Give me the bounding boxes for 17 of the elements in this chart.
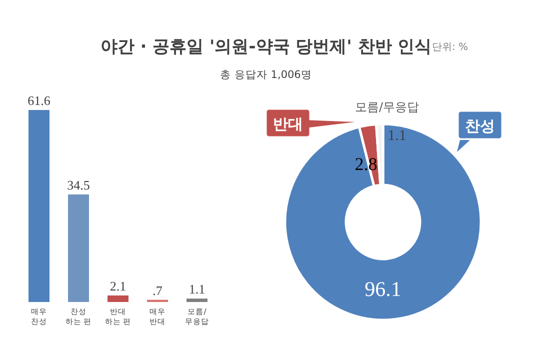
data-label: .7 <box>152 282 163 298</box>
text: 단위: % <box>432 42 468 53</box>
slice-label: 찬성 <box>465 117 495 135</box>
data-label: 1.1 <box>388 128 406 144</box>
bar <box>28 110 50 302</box>
legend-label: 반대 <box>273 115 303 133</box>
data-label: 34.5 <box>67 177 90 192</box>
data-label: 1.1 <box>188 282 206 297</box>
slice-label: 모름/무응답 <box>354 100 420 114</box>
data-label: 96.1 <box>364 277 402 301</box>
bar <box>186 298 208 302</box>
text: 총 응답자 1,006명 <box>220 69 312 81</box>
bar <box>108 295 128 302</box>
data-label: 61.6 <box>28 93 51 108</box>
bar <box>68 194 89 302</box>
text: 야간 · 공휴일 '의원-약국 당번제' 찬반 인식 <box>100 37 432 57</box>
data-label: 2.1 <box>110 278 126 294</box>
